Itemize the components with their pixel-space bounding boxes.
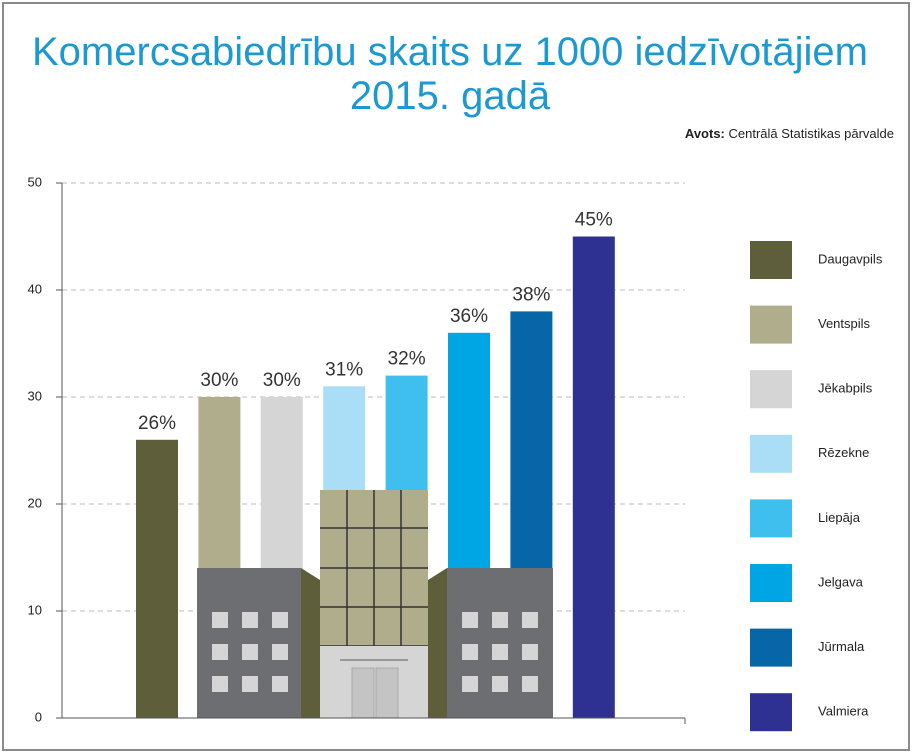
window	[272, 676, 288, 692]
window	[492, 644, 508, 660]
window	[242, 612, 258, 628]
window	[212, 644, 228, 660]
window	[212, 612, 228, 628]
window	[492, 676, 508, 692]
building-side	[301, 568, 320, 718]
legend-label: Liepāja	[818, 510, 861, 525]
y-tick-label: 30	[28, 388, 42, 403]
legend-label: Jūrmala	[818, 639, 865, 654]
legend-swatch	[750, 693, 792, 732]
window	[462, 676, 478, 692]
value-label: 31%	[325, 359, 363, 380]
building-side	[428, 568, 447, 718]
legend: Daugavpils Ventspils Jēkabpils Rēzekne Liepā…	[750, 241, 883, 732]
value-label: 32%	[388, 349, 426, 370]
window	[242, 676, 258, 692]
y-tick-label: 50	[28, 174, 42, 189]
source-text: Centrālā Statistikas pārvalde	[728, 126, 894, 141]
value-label: 45%	[575, 210, 613, 231]
building	[447, 568, 553, 718]
legend-swatch	[750, 499, 792, 538]
legend-label: Valmiera	[818, 704, 869, 719]
legend-swatch	[750, 434, 792, 473]
window	[272, 644, 288, 660]
bar	[572, 236, 615, 718]
value-label: 30%	[263, 370, 301, 391]
value-label: 38%	[512, 284, 550, 305]
window	[522, 612, 538, 628]
buildings	[197, 490, 553, 719]
legend-label: Ventspils	[818, 316, 871, 331]
legend-label: Rēzekne	[818, 445, 869, 460]
y-tick-label: 40	[28, 281, 42, 296]
value-label: 26%	[138, 413, 176, 434]
tower-grid	[320, 490, 428, 647]
value-label: 36%	[450, 306, 488, 327]
legend-label: Jelgava	[818, 574, 864, 589]
source-label: Avots:	[684, 126, 725, 141]
source: Avots: Centrālā Statistikas pārvalde	[654, 124, 894, 144]
door	[351, 667, 375, 719]
legend-swatch	[750, 564, 792, 602]
y-tick-label: 20	[28, 495, 42, 510]
bar	[136, 439, 178, 718]
legend-swatch	[750, 241, 792, 279]
window	[462, 612, 478, 628]
window	[212, 676, 228, 692]
window	[462, 644, 478, 660]
building	[197, 568, 301, 718]
legend-label: Daugavpils	[818, 251, 883, 266]
window	[522, 644, 538, 660]
axes: 0 10 20 30 40 50 26% 30% 30% 31% 32% 36% 38% 45%	[28, 174, 686, 724]
window	[492, 612, 508, 628]
legend-swatch	[750, 628, 792, 667]
window	[242, 644, 258, 660]
window	[522, 676, 538, 692]
legend-swatch	[750, 305, 792, 344]
chart-title: Komercsabiedrību skaits uz 1000 iedzīvot…	[32, 30, 868, 118]
value-label: 30%	[200, 370, 238, 391]
window	[272, 612, 288, 628]
legend-label: Jēkabpils	[818, 381, 873, 396]
y-tick-label: 0	[35, 709, 42, 724]
y-tick-label: 10	[28, 602, 42, 617]
legend-swatch	[750, 370, 792, 409]
door	[375, 667, 399, 719]
windows	[212, 612, 538, 692]
